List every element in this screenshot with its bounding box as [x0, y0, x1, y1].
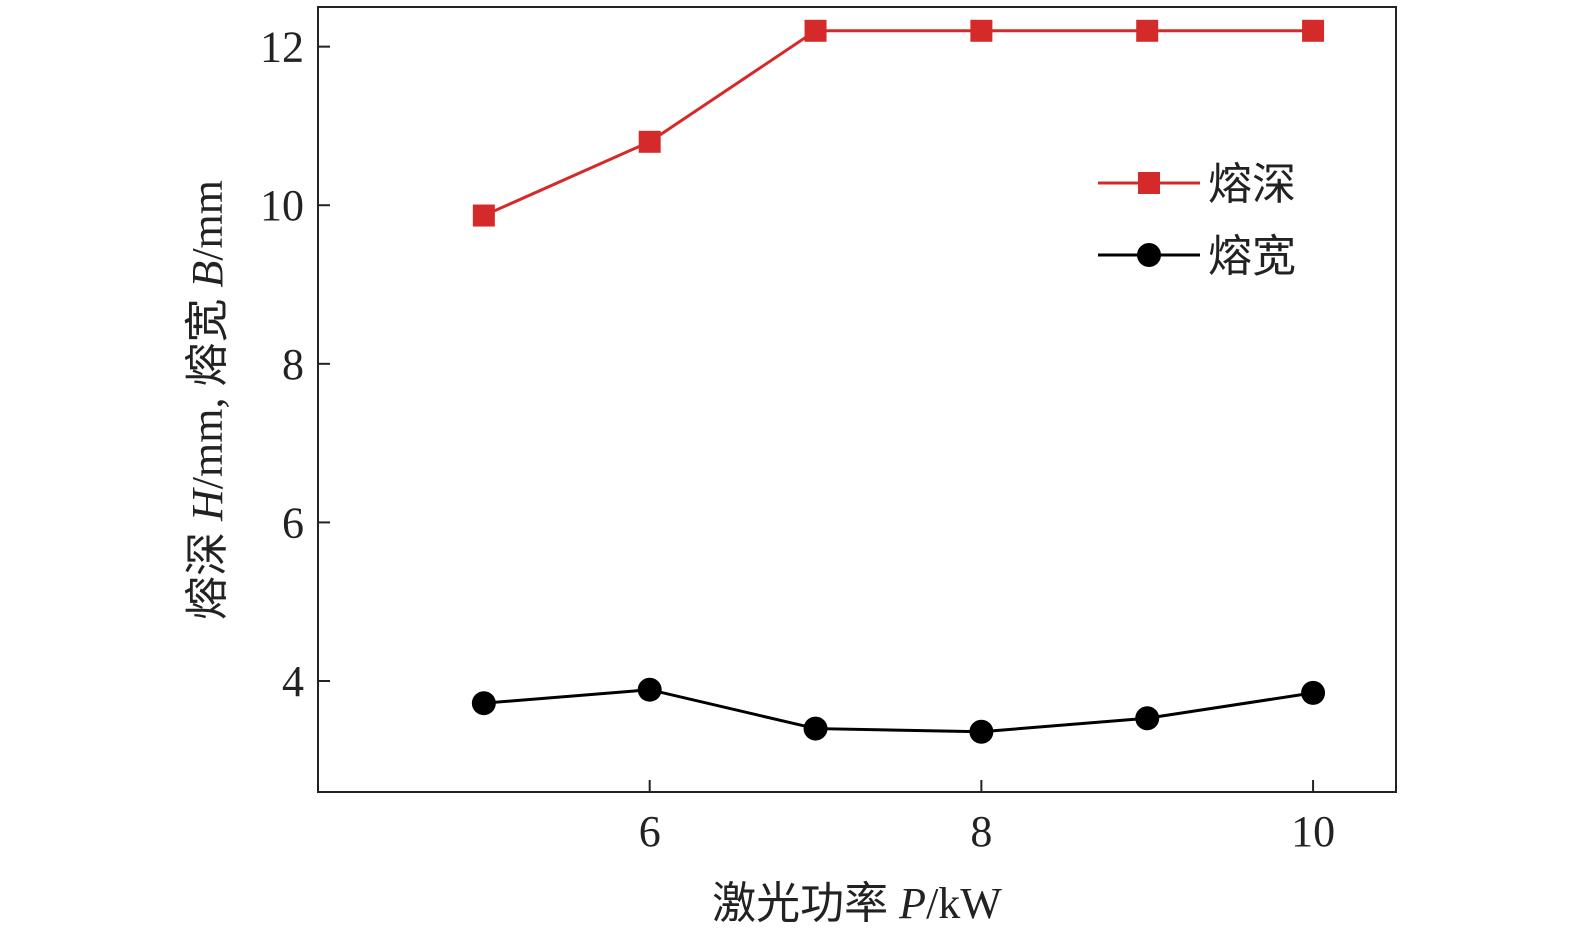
series-2-point — [1301, 680, 1326, 705]
plot-frame — [317, 6, 1397, 793]
x-axis-label-symbol: P — [898, 879, 926, 928]
y-axis-ticks: 4 6 8 10 12 — [260, 23, 330, 706]
x-tick-label: 8 — [970, 807, 992, 856]
series-layer — [471, 19, 1326, 744]
y-axis-label-part2: /mm, 熔宽 — [183, 288, 232, 490]
y-tick-label: 6 — [282, 498, 304, 547]
series-1-point — [1302, 19, 1325, 42]
series-2-point — [637, 677, 662, 702]
y-axis-label-part3: /mm — [183, 180, 232, 261]
series-2-point — [803, 716, 828, 741]
series-1-point — [970, 19, 993, 42]
series-1-point — [472, 204, 495, 227]
y-axis-label-part1: 熔深 — [183, 521, 232, 620]
x-tick-label: 10 — [1291, 807, 1335, 856]
series-2-point — [1135, 706, 1160, 731]
series-1-point — [1136, 19, 1159, 42]
y-axis-label: 熔深 H/mm, 熔宽 B/mm — [183, 180, 232, 620]
series-2-point — [471, 691, 496, 716]
x-tick-label: 6 — [639, 807, 661, 856]
series-1-point — [804, 19, 827, 42]
legend-label: 熔宽 — [1208, 232, 1296, 281]
y-axis-label-symbol2: B — [183, 261, 232, 288]
legend-marker-circle — [1137, 243, 1161, 267]
legend-label: 熔深 — [1208, 160, 1296, 209]
x-axis-label-main: 激光功率 — [712, 879, 899, 928]
x-axis-label: 激光功率 P/kW — [712, 879, 1002, 928]
series-line-2 — [483, 688, 1314, 734]
y-axis-label-symbol1: H — [183, 487, 232, 522]
x-axis-label-unit: /kW — [926, 879, 1002, 928]
y-tick-label: 12 — [260, 23, 304, 72]
y-tick-label: 10 — [260, 181, 304, 230]
y-tick-label: 4 — [282, 657, 304, 706]
x-axis-ticks: 6 8 10 — [639, 780, 1335, 856]
series-2-point — [969, 719, 994, 744]
series-1-point — [638, 130, 661, 153]
y-tick-label: 8 — [282, 340, 304, 389]
series-line-1 — [483, 29, 1314, 217]
legend-marker-square — [1138, 172, 1160, 194]
